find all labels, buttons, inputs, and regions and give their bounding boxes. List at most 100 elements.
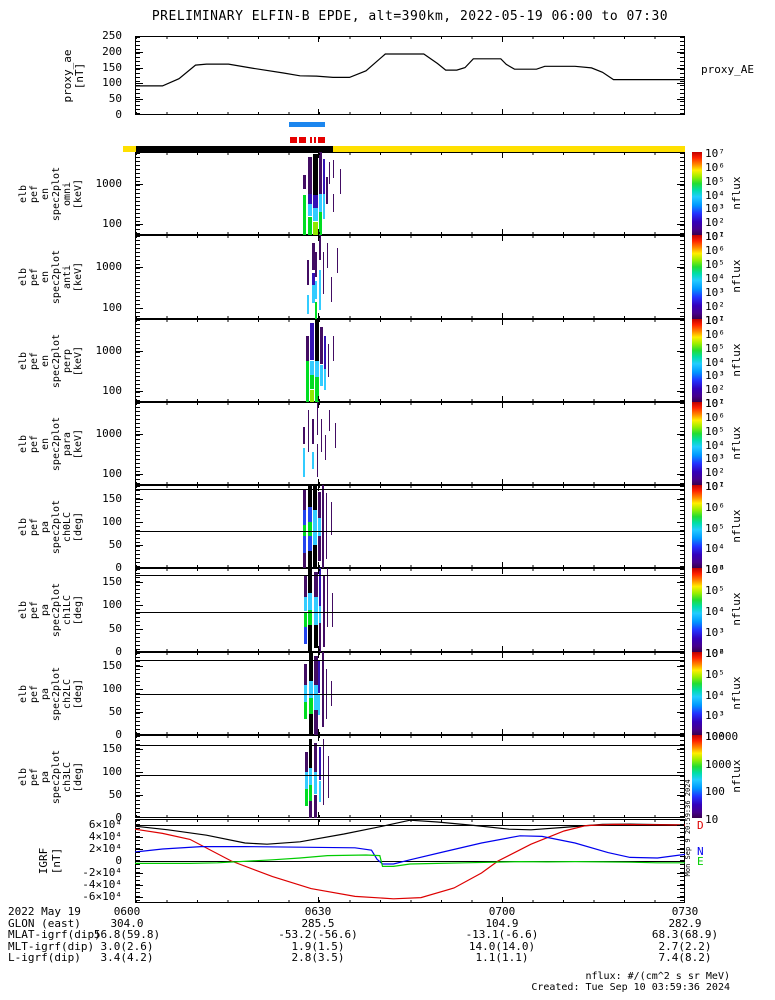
y-major-tick — [136, 885, 143, 886]
spectrogram-cell — [333, 160, 334, 178]
spectrogram-cell — [327, 568, 328, 627]
hour-tick — [318, 736, 319, 741]
hour-tick — [318, 229, 319, 234]
loss-cone-line — [136, 694, 684, 695]
y-major-tick — [677, 52, 684, 53]
hour-tick — [318, 486, 319, 491]
y-major-tick — [136, 689, 143, 690]
colorbar-tick-label: 10² — [705, 466, 725, 479]
hour-tick — [318, 562, 319, 567]
colorbar-axis-label: nflux — [729, 592, 743, 626]
y-tick-label: 2×10⁴ — [88, 842, 122, 855]
panel-en_perp — [135, 319, 685, 402]
hour-tick — [318, 236, 319, 241]
spectrogram-cell — [319, 235, 321, 260]
y-major-tick — [136, 825, 143, 826]
footer-units: nflux: #/(cm^2 s sr MeV) — [585, 971, 731, 982]
spectrogram-cell — [314, 572, 318, 597]
y-major-tick — [136, 184, 143, 185]
spectrogram-cell — [308, 507, 312, 522]
y-tick-label: 50 — [108, 92, 122, 105]
xaxis-value: 2.7(2.2) — [658, 940, 712, 953]
axis-label-deg: [deg] — [73, 594, 84, 626]
spectrogram-cell — [324, 336, 326, 369]
hour-tick — [318, 820, 319, 825]
y-minor-ticks-left — [136, 653, 140, 734]
colorbar-tick-label: 10⁶ — [705, 411, 725, 424]
xaxis-row-label: L-igrf(dip) — [8, 951, 81, 964]
y-major-tick — [136, 666, 143, 667]
spectrogram-cell — [319, 152, 322, 194]
spectrogram-cell — [310, 390, 314, 402]
spectrogram-cell — [303, 510, 306, 525]
spectrogram-cell — [329, 162, 330, 184]
hour-tick — [318, 897, 319, 902]
hour-tick — [318, 320, 319, 325]
y-tick-label: 1000 — [95, 177, 123, 190]
series-E — [135, 854, 685, 868]
xaxis-value: 1.1(1.1) — [475, 951, 529, 964]
spectrogram-cell — [314, 597, 318, 625]
colorbar-tick-label: 10⁶ — [705, 647, 725, 660]
spectrogram-cell — [332, 593, 333, 627]
spectrogram-cell — [312, 419, 314, 444]
colorbar-tick-label: 10² — [705, 300, 725, 313]
colorbar-tick-label: 10³ — [705, 709, 725, 722]
colorbar-tick-label: 10⁴ — [705, 356, 725, 369]
colorbar-tick-label: 10 — [705, 813, 719, 826]
y-tick-label: 100 — [102, 217, 122, 230]
spectrogram-cell — [319, 270, 321, 310]
y-tick-label: 100 — [102, 76, 122, 89]
x-minor-ticks-bottom — [136, 482, 684, 484]
spectrogram-cell — [310, 361, 314, 376]
spectrogram-cell — [309, 768, 312, 785]
spectrogram-cell — [308, 204, 312, 216]
spectrogram-cell — [340, 169, 341, 194]
colorbar-tick-label: 10⁵ — [705, 584, 725, 597]
spectrogram-cell — [319, 194, 322, 212]
hour-tick — [502, 479, 503, 484]
y-major-tick — [136, 434, 143, 435]
red-dash-segment — [290, 137, 297, 143]
spectrogram-cell — [314, 625, 318, 648]
colorbar-axis-label: nflux — [729, 759, 743, 793]
axis-label-keV: [keV] — [73, 428, 84, 460]
red-dash-segment — [310, 137, 312, 143]
y-tick-label: 50 — [108, 788, 122, 801]
colorbar-tick-label: 10⁵ — [705, 425, 725, 438]
spectrogram-cell — [308, 157, 312, 194]
spectrogram-cell — [303, 195, 306, 235]
hour-tick — [502, 320, 503, 325]
axis-label-nT: [nT] — [73, 62, 86, 90]
xaxis-value: -53.2(-56.6) — [278, 928, 358, 941]
y-minor-ticks-left — [136, 320, 140, 401]
y-major-tick — [677, 825, 684, 826]
x-minor-ticks-bottom — [136, 232, 684, 234]
spectrogram-cell — [319, 606, 321, 623]
spectrogram-cell — [303, 175, 306, 189]
y-major-tick — [677, 83, 684, 84]
y-minor-ticks-left — [136, 37, 140, 114]
series-Btotal — [135, 819, 685, 845]
y-major-tick — [677, 795, 684, 796]
colorbar-tick-label: 10⁷ — [705, 397, 725, 410]
loss-cone-line — [136, 531, 684, 532]
spectrogram-cell — [323, 252, 324, 294]
spectrogram-cell — [323, 194, 325, 219]
y-tick-label: 250 — [102, 29, 122, 42]
y-tick-label: 100 — [102, 765, 122, 778]
spectrogram-cell — [303, 427, 305, 444]
spectrogram-cell — [304, 702, 307, 719]
x-minor-ticks-bottom — [136, 815, 684, 817]
spectrogram-cell — [318, 518, 321, 536]
xaxis-value: 0600 — [113, 905, 141, 918]
spectrogram-cell — [308, 625, 312, 652]
spectrogram-cell — [305, 789, 308, 806]
y-tick-label: 50 — [108, 622, 122, 635]
y-tick-label: 200 — [102, 45, 122, 58]
spectrogram-cell — [328, 756, 329, 798]
spectrogram-cell — [329, 410, 330, 431]
colorbar-axis-label: nflux — [729, 343, 743, 377]
spectrogram-cell — [320, 327, 323, 364]
igrf-reference-line — [136, 825, 684, 826]
